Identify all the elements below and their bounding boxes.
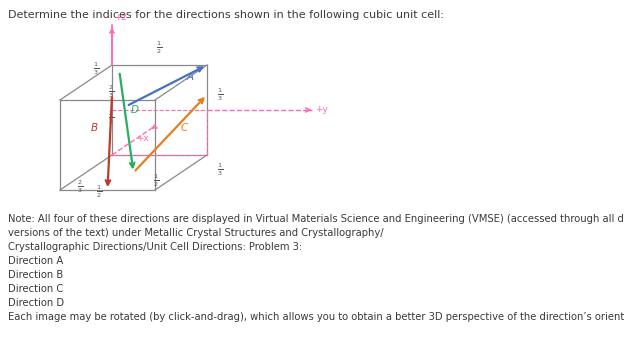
Text: $\mathregular{\frac{2}{3}}$: $\mathregular{\frac{2}{3}}$ [77,178,83,195]
Text: $\mathregular{\frac{1}{3}}$: $\mathregular{\frac{1}{3}}$ [217,86,223,103]
Text: +z: +z [114,13,126,21]
Text: $\mathregular{\frac{2}{3}}$: $\mathregular{\frac{2}{3}}$ [108,84,114,100]
Text: Direction A: Direction A [8,256,63,266]
Text: Crystallographic Directions/Unit Cell Directions: Problem 3:: Crystallographic Directions/Unit Cell Di… [8,242,302,252]
Text: Note: All four of these directions are displayed in Virtual Materials Science an: Note: All four of these directions are d… [8,214,624,224]
Text: Determine the indices for the directions shown in the following cubic unit cell:: Determine the indices for the directions… [8,10,444,20]
Text: $\mathregular{\frac{1}{3}}$: $\mathregular{\frac{1}{3}}$ [93,60,99,77]
Text: $\mathregular{\frac{1}{2}}$: $\mathregular{\frac{1}{2}}$ [96,183,102,200]
Text: A: A [186,73,193,83]
Text: $\mathregular{\frac{1}{2}}$: $\mathregular{\frac{1}{2}}$ [153,172,158,189]
Text: $\mathregular{\frac{1}{3}}$: $\mathregular{\frac{1}{3}}$ [217,162,223,178]
Text: B: B [90,123,97,133]
Text: D: D [130,105,139,116]
Text: Each image may be rotated (by click-and-drag), which allows you to obtain a bett: Each image may be rotated (by click-and-… [8,312,624,322]
Text: $\mathregular{\frac{1}{2}}$: $\mathregular{\frac{1}{2}}$ [157,39,162,56]
Text: +y: +y [316,105,328,115]
Text: versions of the text) under Metallic Crystal Structures and Crystallography/: versions of the text) under Metallic Cry… [8,228,384,238]
Text: Direction B: Direction B [8,270,63,280]
Text: C: C [181,123,188,133]
Text: +x: +x [136,134,149,143]
Text: $\mathregular{\frac{2}{3}}$: $\mathregular{\frac{2}{3}}$ [108,109,114,125]
Text: Direction C: Direction C [8,284,63,294]
Text: Direction D: Direction D [8,298,64,308]
